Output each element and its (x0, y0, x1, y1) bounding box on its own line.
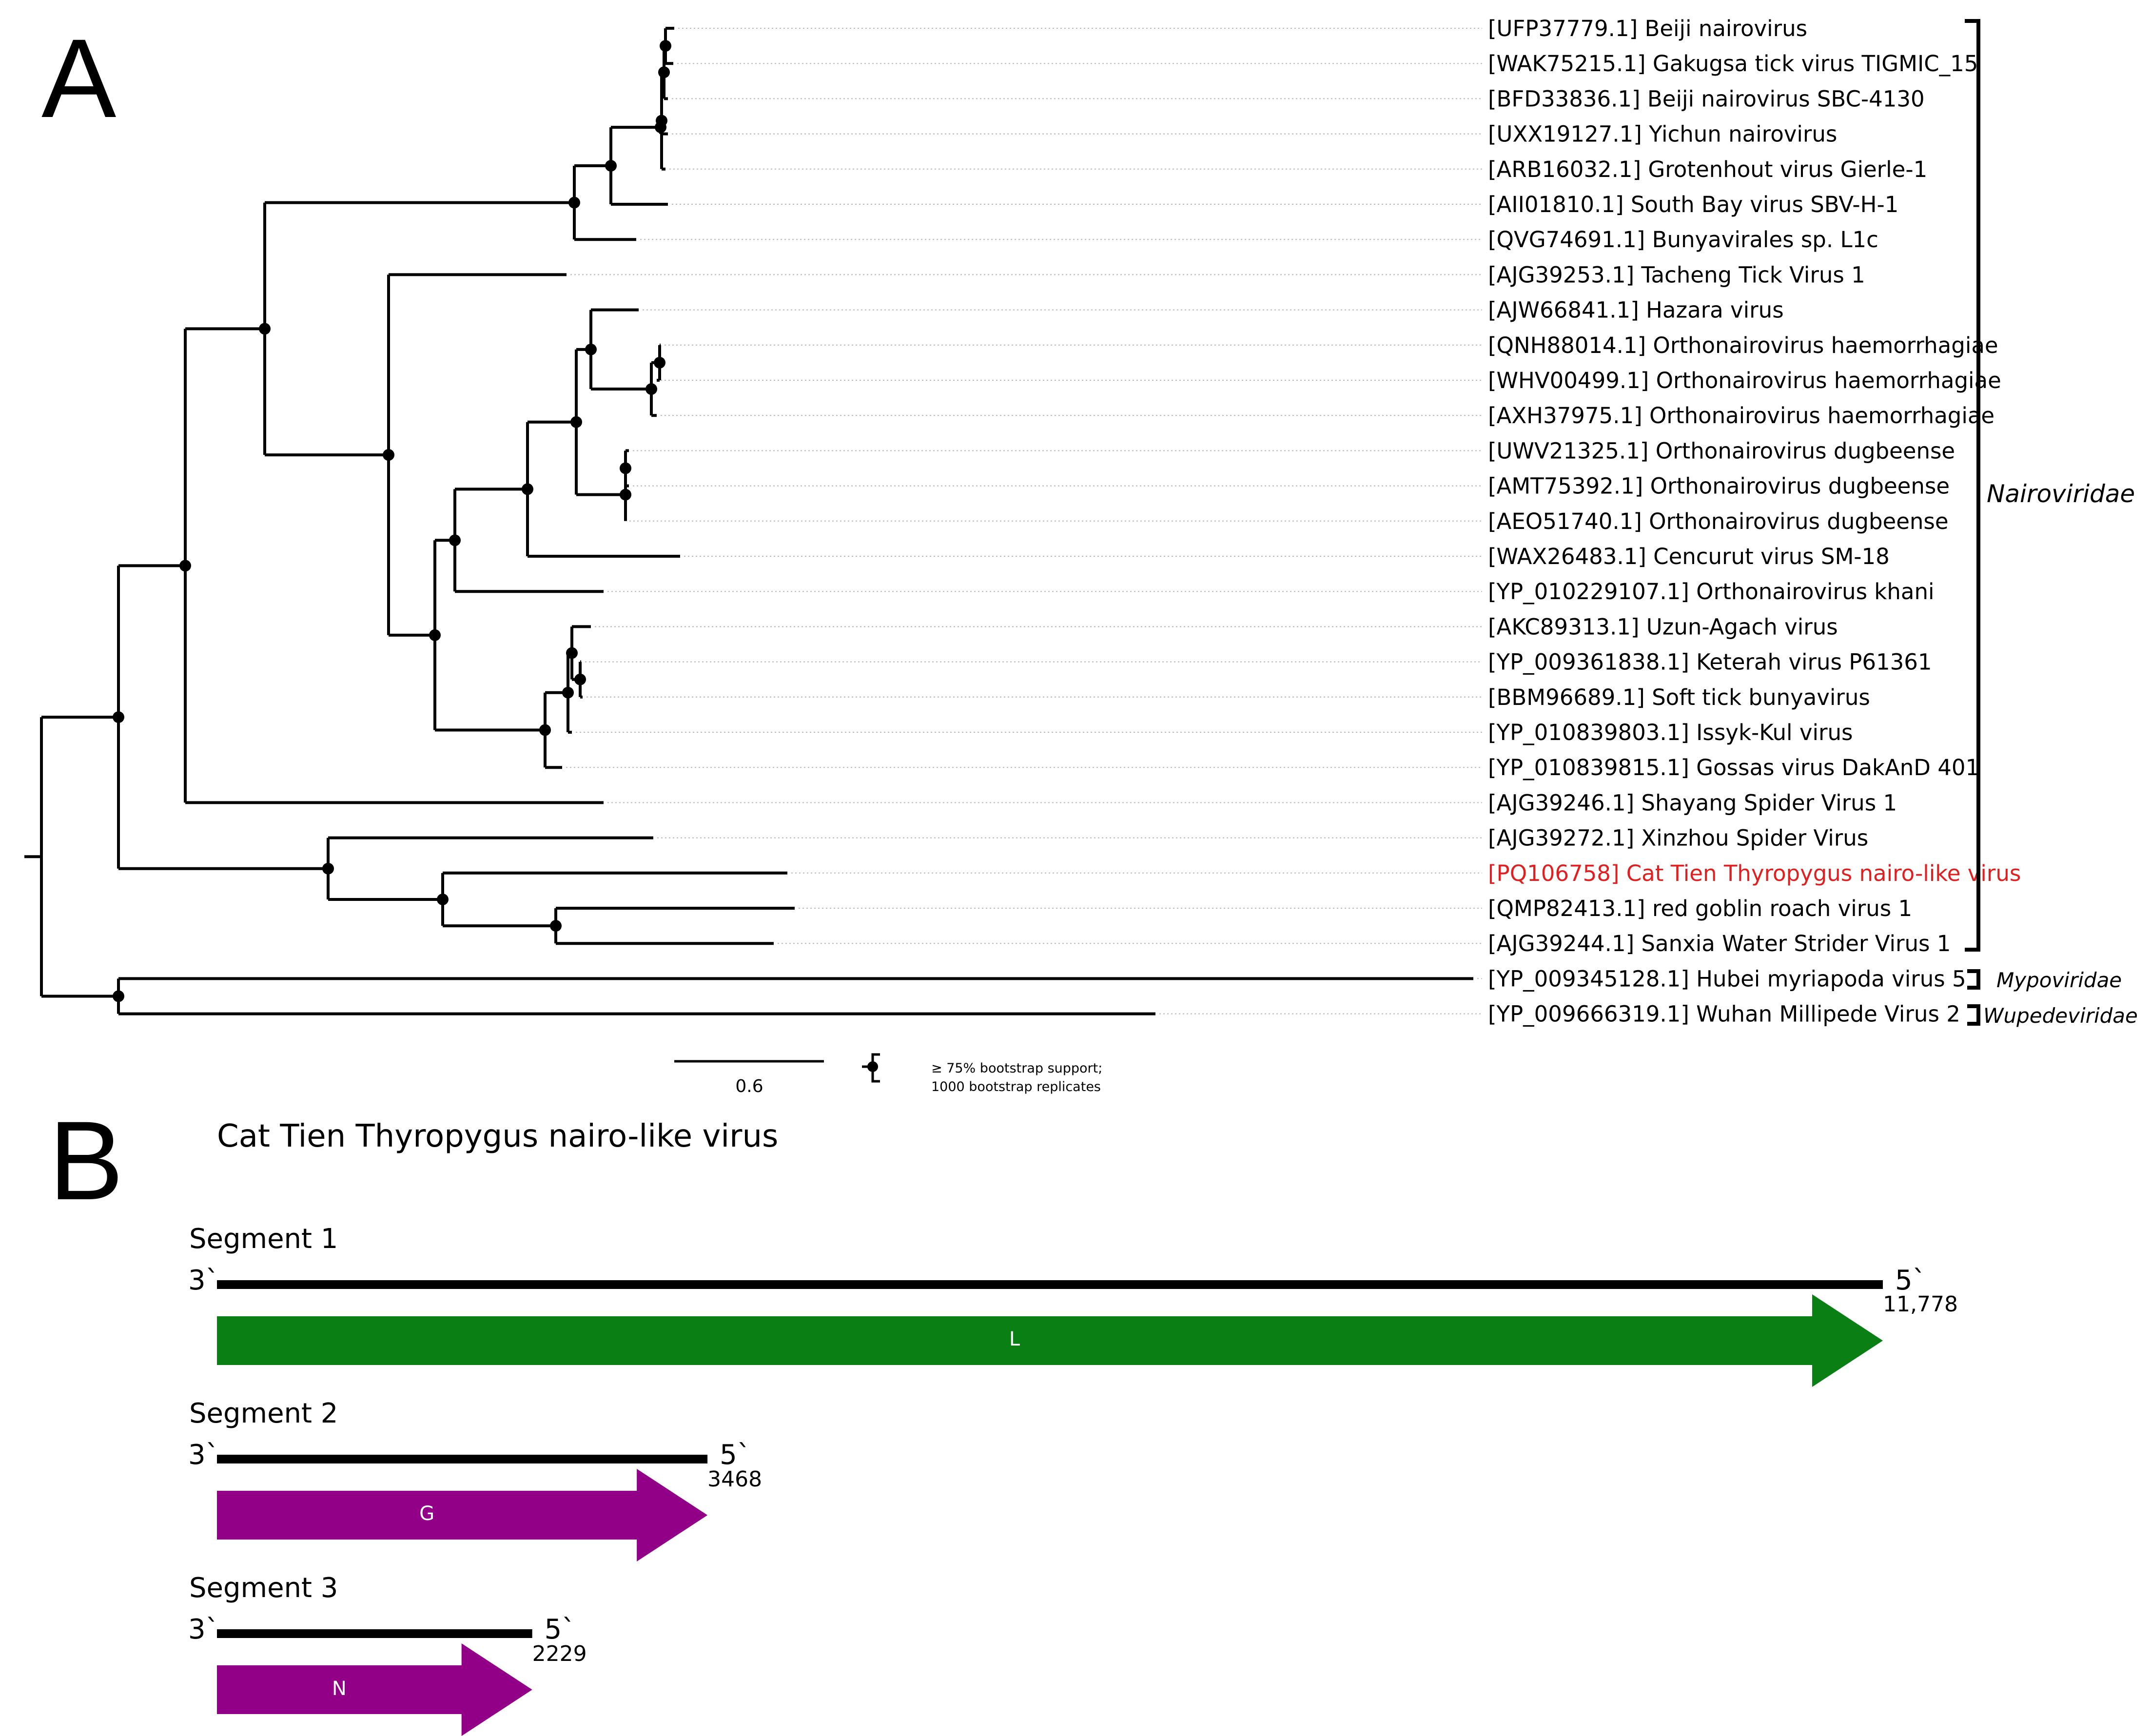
bootstrap-node (645, 383, 657, 395)
family-label-nairoviridae: Nairoviridae (1987, 480, 2135, 508)
bootstrap-node (522, 483, 533, 495)
panel-label-a: A (41, 16, 116, 141)
taxon-label: [AXH37975.1] Orthonairovirus haemorrhagi… (1488, 403, 1995, 429)
bootstrap-node (179, 560, 191, 572)
taxon-label: [YP_009345128.1] Hubei myriapoda virus 5 (1488, 966, 1966, 992)
taxon-label: [YP_010839803.1] Issyk-Kul virus (1488, 720, 1853, 745)
family-brackets (1965, 19, 1980, 1026)
taxon-label: [QVG74691.1] Bunyavirales sp. L1c (1488, 227, 1878, 253)
bootstrap-node (322, 862, 334, 875)
bootstrap-node (539, 724, 551, 736)
bootstrap-legend-icon (862, 1053, 880, 1083)
taxon-label: [WHV00499.1] Orthonairovirus haemorrhagi… (1488, 368, 2001, 393)
bootstrap-node (113, 711, 124, 723)
taxon-label: [AMT75392.1] Orthonairovirus dugbeense (1488, 473, 1950, 499)
taxon-label: [YP_009666319.1] Wuhan Millipede Virus 2 (1488, 1001, 1960, 1027)
bootstrap-node (658, 66, 670, 78)
bootstrap-node (550, 920, 562, 932)
bootstrap-node (259, 323, 271, 335)
taxon-label: [PQ106758] Cat Tien Thyropygus nairo-lik… (1488, 860, 2021, 886)
gene-N-arrow (217, 1643, 532, 1736)
segment-3-5prime: 5` (545, 1614, 576, 1645)
nairoviridae-bracket (1965, 19, 1980, 952)
bootstrap-node (429, 629, 441, 641)
taxon-label: [WAX26483.1] Cencurut virus SM-18 (1488, 544, 1890, 569)
taxon-label: [QNH88014.1] Orthonairovirus haemorrhagi… (1488, 332, 1998, 358)
taxon-label: [QMP82413.1] red goblin roach virus 1 (1488, 896, 1912, 921)
mypoviridae-bracket (1967, 969, 1980, 990)
bootstrap-node (585, 343, 597, 355)
gene-N-label: N (332, 1677, 347, 1700)
gene-G-label: G (419, 1502, 434, 1525)
segment-1-5prime: 5` (1895, 1265, 1926, 1296)
phylogenetic-tree (24, 27, 1473, 1015)
taxon-label: [AJG39244.1] Sanxia Water Strider Virus … (1488, 931, 1951, 956)
segment-1-label: Segment 1 (189, 1223, 338, 1255)
bootstrap-node (562, 686, 574, 699)
segment-1-length: 11,778 (1883, 1292, 1958, 1317)
segment-3-length: 2229 (532, 1641, 587, 1666)
segment-2-5prime: 5` (720, 1439, 751, 1471)
segment-3-label: Segment 3 (189, 1572, 338, 1604)
bootstrap-node (383, 449, 394, 461)
bootstrap-node (568, 196, 580, 209)
taxon-label: [WAK75215.1] Gakugsa tick virus TIGMIC_1… (1488, 51, 1978, 77)
taxon-label: [AJG39246.1] Shayang Spider Virus 1 (1488, 790, 1897, 816)
bootstrap-node (620, 488, 631, 501)
taxon-label: [AKC89313.1] Uzun-Agach virus (1488, 614, 1838, 640)
legend-line-1: ≥ 75% bootstrap support; (931, 1061, 1102, 1076)
taxon-label: [AJG39272.1] Xinzhou Spider Virus (1488, 825, 1868, 851)
taxon-label: [ARB16032.1] Grotenhout virus Gierle-1 (1488, 156, 1927, 182)
bootstrap-node-markers (113, 40, 671, 1002)
bootstrap-node (654, 356, 665, 369)
taxon-label: [YP_009361838.1] Keterah virus P61361 (1488, 649, 1932, 675)
taxon-label: [YP_010839815.1] Gossas virus DakAnD 401 (1488, 755, 1979, 780)
taxon-label: [AJG39253.1] Tacheng Tick Virus 1 (1488, 262, 1865, 288)
tree-guide-lines (566, 28, 1482, 1014)
taxon-label: [BBM96689.1] Soft tick bunyavirus (1488, 684, 1870, 710)
wupedeviridae-bracket (1967, 1004, 1980, 1026)
gene-L-arrow (217, 1294, 1883, 1387)
bootstrap-node (660, 40, 671, 52)
family-label-wupedeviridae: Wupedeviridae (1983, 1004, 2138, 1028)
taxon-label: [AEO51740.1] Orthonairovirus dugbeense (1488, 508, 1949, 534)
taxon-label: [UWV21325.1] Orthonairovirus dugbeense (1488, 438, 1955, 464)
gene-L-label: L (1009, 1328, 1020, 1350)
genome-title: Cat Tien Thyropygus nairo-like virus (217, 1118, 778, 1154)
taxon-label: [AJW66841.1] Hazara virus (1488, 297, 1784, 323)
scale-bar-label: 0.6 (735, 1076, 763, 1096)
taxon-label: [YP_010229107.1] Orthonairovirus khani (1488, 579, 1935, 605)
bootstrap-node (570, 416, 582, 428)
bootstrap-node (655, 121, 666, 134)
family-label-mypoviridae: Mypoviridae (1996, 968, 2122, 992)
bootstrap-node (620, 462, 631, 474)
bootstrap-node (437, 893, 449, 905)
taxon-label: [AII01810.1] South Bay virus SBV-H-1 (1488, 192, 1898, 217)
taxon-label: [BFD33836.1] Beiji nairovirus SBC-4130 (1488, 86, 1925, 112)
bootstrap-node (566, 647, 578, 659)
segment-1-3prime: 3` (188, 1265, 219, 1296)
bootstrap-node (574, 673, 586, 685)
gene-G-arrow (217, 1469, 708, 1561)
taxon-labels: [UFP37779.1] Beiji nairovirus [WAK75215.1… (1488, 16, 2021, 1027)
segment-2-label: Segment 2 (189, 1398, 338, 1429)
legend-line-2: 1000 bootstrap replicates (931, 1079, 1101, 1094)
segment-3-3prime: 3` (188, 1614, 219, 1645)
taxon-label: [UFP37779.1] Beiji nairovirus (1488, 16, 1807, 41)
bootstrap-node (605, 160, 617, 172)
segment-2-length: 3468 (707, 1467, 762, 1492)
panel-label-b: B (49, 1098, 123, 1223)
bootstrap-node (113, 990, 124, 1002)
segment-2-3prime: 3` (188, 1439, 219, 1471)
bootstrap-node (449, 534, 461, 546)
taxon-label: [UXX19127.1] Yichun nairovirus (1488, 121, 1837, 147)
